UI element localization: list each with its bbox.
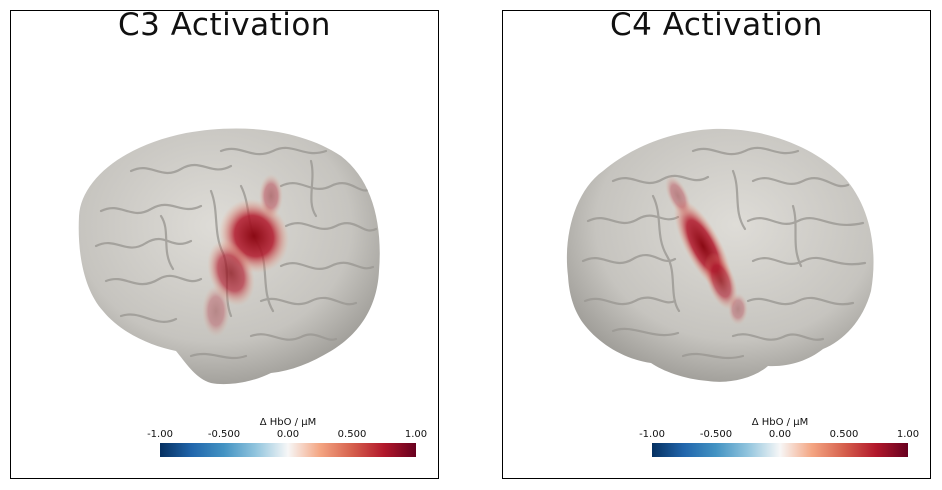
colorbar-tick: 0.500 (829, 429, 859, 440)
colorbar (652, 443, 908, 457)
panel-title: C3 Activation (118, 10, 331, 43)
colorbar (160, 443, 416, 457)
colorbar-tick: -1.00 (639, 429, 665, 440)
brain-right-hemisphere (566, 128, 874, 382)
colorbar-tick: 0.00 (768, 429, 792, 440)
activation-region-c3 (202, 174, 290, 337)
colorbar-ticks: -1.00 -0.500 0.00 0.500 1.00 (147, 429, 427, 443)
brain-panel-c3: C3 Activation Δ HbO / μM -1.00 -0.500 0.… (10, 10, 439, 479)
brain-panel-c4: C4 Activation Δ HbO / μM -1.00 -0.500 0.… (502, 10, 931, 479)
colorbar-label: Δ HbO / μM (751, 417, 809, 428)
colorbar-tick: 1.00 (896, 429, 920, 440)
colorbar-tick: -1.00 (147, 429, 173, 440)
activation-region-c4 (665, 175, 748, 325)
colorbar-tick: 0.500 (337, 429, 367, 440)
colorbar-label: Δ HbO / μM (259, 417, 317, 428)
panel-title: C4 Activation (610, 10, 823, 43)
colorbar-tick: 1.00 (404, 429, 428, 440)
colorbar-tick: -0.500 (699, 429, 733, 440)
colorbar-ticks: -1.00 -0.500 0.00 0.500 1.00 (639, 429, 919, 443)
colorbar-tick: 0.00 (276, 429, 300, 440)
brain-render-c4 (566, 128, 874, 382)
brain-left-hemisphere (78, 128, 380, 385)
colorbar-tick: -0.500 (207, 429, 241, 440)
brain-render-c3 (78, 128, 380, 385)
